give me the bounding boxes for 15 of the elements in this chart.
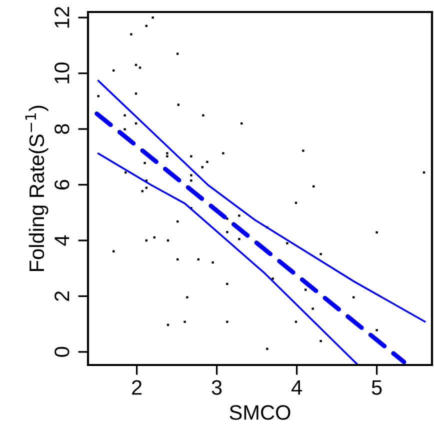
y-axis-title: Folding Rate(S$^{−1}$) — [25, 106, 48, 271]
y-tick-label: 2 — [54, 291, 70, 301]
y-tick-label: 0 — [54, 346, 70, 357]
y-tick-label: 6 — [54, 180, 70, 190]
y-tick-label: 10 — [54, 62, 70, 84]
line-series — [97, 80, 426, 322]
y-tick-label: 8 — [54, 124, 70, 134]
y-tick-label: 12 — [54, 7, 70, 28]
x-axis-title: SMCO — [230, 405, 290, 420]
x-tick-label: 3 — [212, 380, 222, 395]
line-series — [97, 152, 358, 365]
y-tick-label: 4 — [54, 235, 70, 246]
x-tick-label: 2 — [132, 380, 142, 395]
x-tick-label: 5 — [372, 380, 382, 395]
x-tick-label: 4 — [291, 380, 302, 395]
